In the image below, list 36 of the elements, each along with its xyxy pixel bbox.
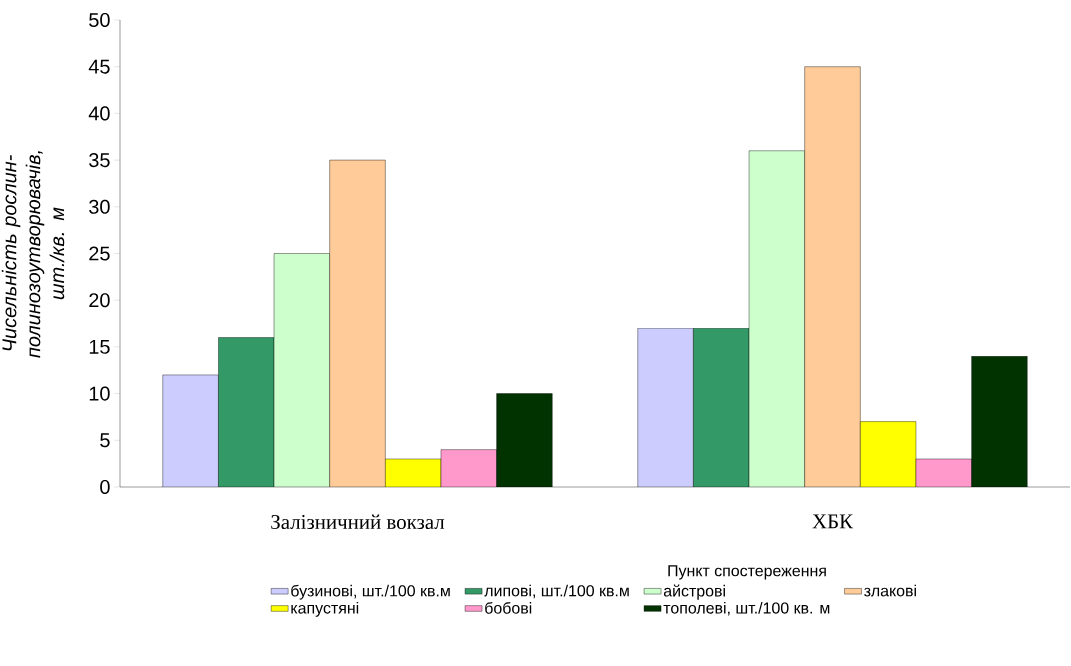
y-tick-label: 0 xyxy=(100,479,110,495)
legend-label: злакові xyxy=(864,584,916,597)
legend-label: бузинові, шт./100 кв.м xyxy=(291,584,450,600)
x-axis-title: Пункт спостереження xyxy=(668,565,826,580)
y-axis-title: Чисельність рослин-полинозоутворювачів, шт./кв. м xyxy=(1,151,65,358)
bar xyxy=(637,328,694,487)
bar xyxy=(385,458,441,487)
bar xyxy=(162,374,219,487)
bar xyxy=(440,449,497,487)
y-tick-label: 30 xyxy=(89,199,110,214)
bar xyxy=(748,150,805,487)
y-tick-label: 5 xyxy=(100,433,110,448)
x-tick-label: ХБК xyxy=(812,514,854,529)
bar xyxy=(804,66,861,487)
x-tick-label: Залізничний вокзал xyxy=(271,514,445,530)
y-tick-label: 50 xyxy=(89,12,110,28)
bar xyxy=(496,393,553,487)
bar xyxy=(218,337,275,487)
legend-label: липові, шт./100 кв.м xyxy=(484,584,629,599)
bar xyxy=(329,160,386,487)
bar xyxy=(693,328,750,487)
legend-label: капустяні xyxy=(291,601,359,617)
y-tick-label: 15 xyxy=(89,339,110,354)
bar xyxy=(274,253,330,487)
y-tick-label: 25 xyxy=(89,246,110,261)
y-tick-label: 10 xyxy=(89,386,110,401)
y-tick-label: 45 xyxy=(88,59,110,74)
bar xyxy=(915,458,972,487)
bar xyxy=(860,421,917,487)
y-tick-label: 40 xyxy=(88,106,110,121)
bar xyxy=(971,356,1028,487)
legend-label: айстрові xyxy=(663,584,725,600)
y-tick-label: 20 xyxy=(89,293,110,308)
legend-label: тополеві, шт./100 кв. м xyxy=(663,601,830,616)
y-tick-label: 35 xyxy=(89,153,110,168)
legend-label: бобові xyxy=(485,601,532,614)
